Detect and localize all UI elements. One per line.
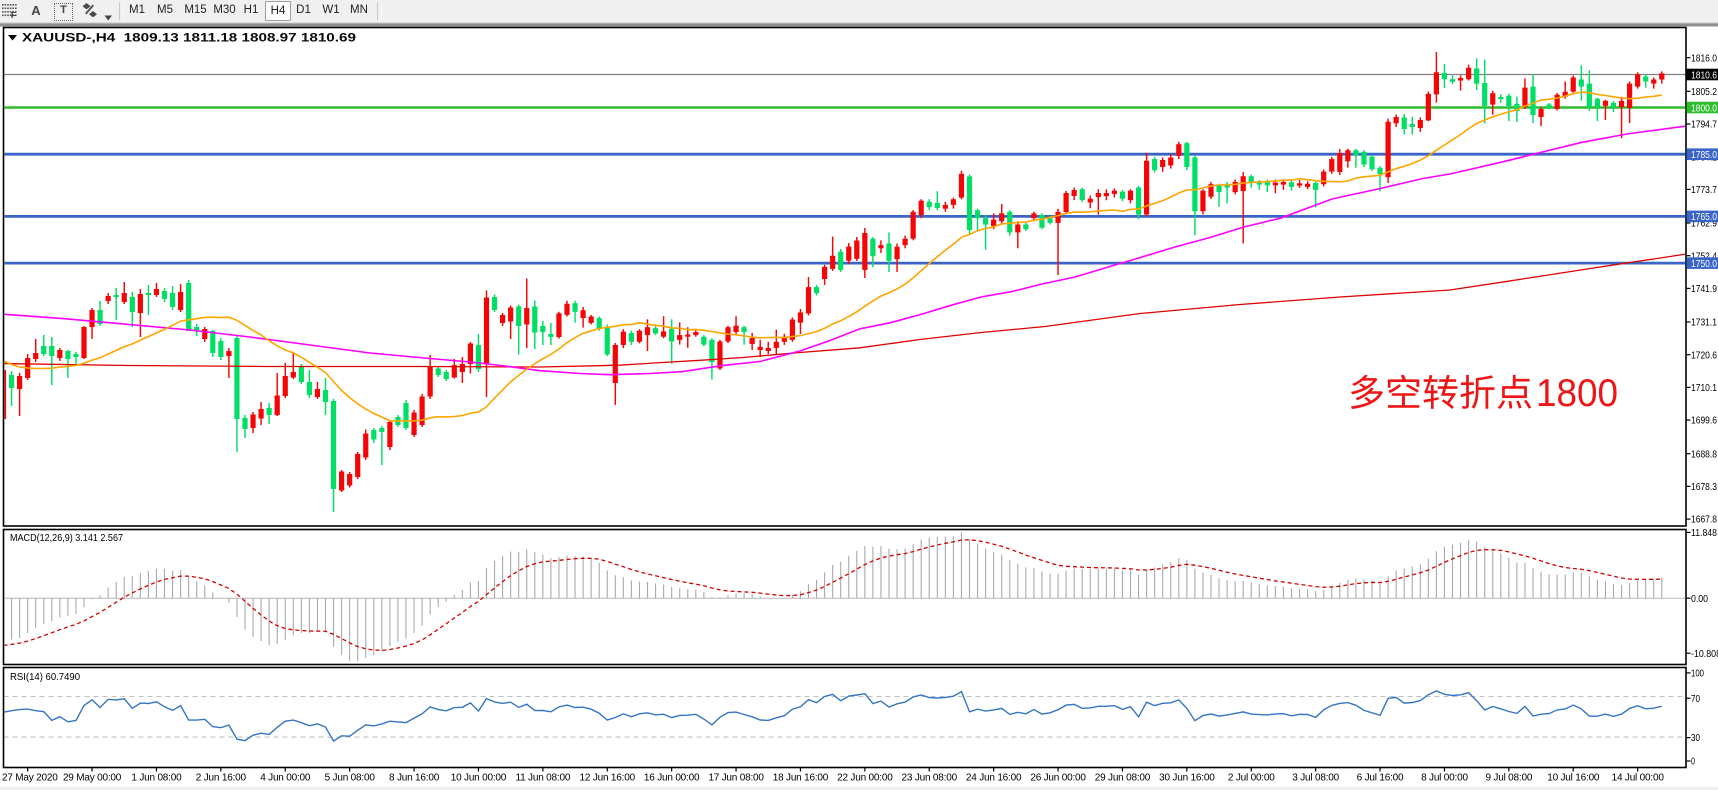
svg-text:27 May 2020: 27 May 2020 (2, 773, 58, 784)
svg-text:29 Jun 08:00: 29 Jun 08:00 (1095, 773, 1151, 784)
svg-text:22 Jun 00:00: 22 Jun 00:00 (837, 773, 893, 784)
svg-text:30 Jun 16:00: 30 Jun 16:00 (1159, 773, 1215, 784)
svg-text:70: 70 (1691, 694, 1700, 705)
svg-text:9 Jul 08:00: 9 Jul 08:00 (1485, 773, 1532, 784)
svg-text:-10.808: -10.808 (1691, 649, 1718, 660)
svg-text:30: 30 (1691, 733, 1700, 744)
svg-text:1741.9: 1741.9 (1691, 284, 1717, 295)
svg-text:1710.1: 1710.1 (1691, 383, 1717, 394)
svg-text:18 Jun 16:00: 18 Jun 16:00 (773, 773, 829, 784)
svg-text:24 Jun 16:00: 24 Jun 16:00 (966, 773, 1022, 784)
svg-text:1805.2: 1805.2 (1691, 87, 1717, 98)
svg-text:10 Jun 00:00: 10 Jun 00:00 (451, 773, 507, 784)
svg-text:6 Jul 16:00: 6 Jul 16:00 (1357, 773, 1404, 784)
svg-text:1731.1: 1731.1 (1691, 318, 1717, 329)
svg-text:1750.0: 1750.0 (1691, 259, 1717, 270)
svg-text:17 Jun 08:00: 17 Jun 08:00 (708, 773, 764, 784)
svg-text:1688.8: 1688.8 (1691, 449, 1717, 460)
svg-text:1667.8: 1667.8 (1691, 515, 1717, 526)
svg-text:1699.6: 1699.6 (1691, 416, 1717, 427)
svg-text:1785.0: 1785.0 (1691, 150, 1717, 161)
svg-text:11 Jun 08:00: 11 Jun 08:00 (516, 773, 571, 784)
svg-text:12 Jun 16:00: 12 Jun 16:00 (580, 773, 636, 784)
svg-text:8 Jul 00:00: 8 Jul 00:00 (1421, 773, 1468, 784)
svg-text:4 Jun 00:00: 4 Jun 00:00 (260, 773, 311, 784)
svg-text:29 May 00:00: 29 May 00:00 (63, 773, 122, 784)
svg-text:8 Jun 16:00: 8 Jun 16:00 (389, 773, 440, 784)
svg-text:26 Jun 00:00: 26 Jun 00:00 (1030, 773, 1086, 784)
svg-text:MACD(12,26,9) 3.141 2.567: MACD(12,26,9) 3.141 2.567 (10, 533, 123, 544)
svg-text:1773.7: 1773.7 (1691, 185, 1717, 196)
svg-text:16 Jun 00:00: 16 Jun 00:00 (644, 773, 700, 784)
svg-text:2 Jul 00:00: 2 Jul 00:00 (1228, 773, 1275, 784)
svg-text:1752.4: 1752.4 (1691, 251, 1717, 262)
svg-text:1765.0: 1765.0 (1691, 212, 1717, 223)
svg-text:1810.6: 1810.6 (1691, 70, 1717, 81)
svg-text:1794.7: 1794.7 (1691, 120, 1717, 131)
svg-text:1800.0: 1800.0 (1691, 103, 1717, 114)
svg-text:1 Jun 08:00: 1 Jun 08:00 (131, 773, 182, 784)
svg-text:100: 100 (1691, 669, 1704, 680)
svg-text:1720.6: 1720.6 (1691, 350, 1717, 361)
svg-text:2 Jun 16:00: 2 Jun 16:00 (196, 773, 247, 784)
svg-text:5 Jun 08:00: 5 Jun 08:00 (325, 773, 376, 784)
svg-text:F: F (11, 11, 16, 19)
svg-text:1816.0: 1816.0 (1691, 53, 1717, 64)
svg-text:0.00: 0.00 (1691, 594, 1708, 605)
svg-text:XAUUSD-,H4 1809.13 1811.18 18: XAUUSD-,H4 1809.13 1811.18 1808.97 1810.… (22, 31, 357, 45)
svg-text:11.848: 11.848 (1691, 528, 1717, 539)
svg-text:1678.3: 1678.3 (1691, 482, 1717, 493)
svg-text:10 Jul 16:00: 10 Jul 16:00 (1547, 773, 1600, 784)
svg-text:RSI(14) 60.7490: RSI(14) 60.7490 (10, 672, 80, 683)
svg-text:3 Jul 08:00: 3 Jul 08:00 (1292, 773, 1339, 784)
svg-text:0: 0 (1691, 757, 1695, 768)
svg-text:1762.9: 1762.9 (1691, 219, 1717, 230)
svg-text:14 Jul 00:00: 14 Jul 00:00 (1612, 773, 1665, 784)
svg-text:1800: 1800 (1536, 372, 1618, 415)
svg-text:23 Jun 08:00: 23 Jun 08:00 (902, 773, 958, 784)
